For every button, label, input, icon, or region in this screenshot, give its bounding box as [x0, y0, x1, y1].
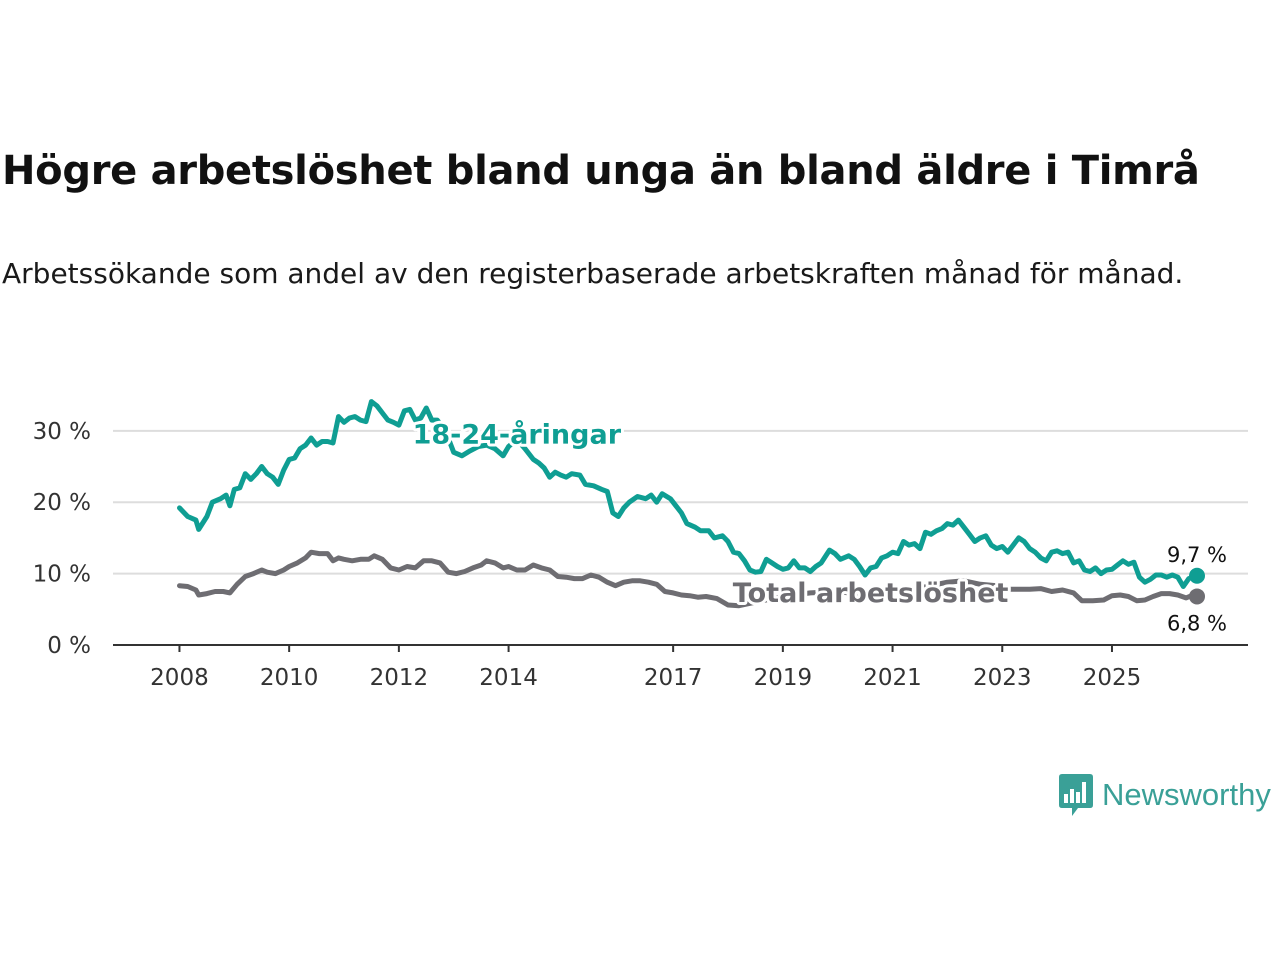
- gridlines: [113, 429, 1248, 575]
- series-name-label-total: Total arbetslöshet: [733, 578, 1009, 609]
- x-tick-label: 2017: [644, 665, 703, 691]
- x-tick-label: 2019: [754, 665, 813, 691]
- newsworthy-logo-text: Newsworthy: [1102, 777, 1271, 812]
- y-tick-label: 0 %: [47, 633, 91, 659]
- chart-title: Högre arbetslöshet bland unga än bland ä…: [2, 148, 1200, 194]
- line-chart: 0 % 10 % 20 % 30 % 2008 2010 2012 2014 2017 2019…: [33, 399, 1248, 691]
- end-point-total: [1189, 588, 1205, 605]
- x-tick-label: 2025: [1083, 665, 1142, 691]
- x-tick-label: 2012: [370, 665, 429, 691]
- end-value-label-youth: 9,7 %: [1167, 543, 1227, 567]
- y-tick-label: 20 %: [33, 490, 91, 516]
- newsworthy-logo: Newsworthy: [1058, 772, 1271, 818]
- y-tick-label: 10 %: [33, 562, 91, 588]
- x-tick-label: 2021: [863, 665, 922, 691]
- series-lines: [177, 399, 1205, 609]
- end-point-youth: [1189, 567, 1205, 584]
- series-labels: 9,7 % 6,8 % 18-24-åringar Total arbetslöshe…: [410, 416, 1227, 636]
- x-tick-label: 2023: [973, 665, 1032, 691]
- x-tick-label: 2008: [150, 665, 209, 691]
- x-tick-label: 2010: [260, 665, 319, 691]
- chart-subtitle: Arbetssökande som andel av den registerb…: [2, 257, 1184, 290]
- newsworthy-logo-icon: [1059, 774, 1093, 816]
- x-tick-label: 2014: [479, 665, 538, 691]
- y-tick-label: 30 %: [33, 419, 91, 445]
- series-line-youth: [177, 399, 1200, 589]
- series-line-total: [177, 549, 1200, 609]
- y-axis-ticks: 0 % 10 % 20 % 30 %: [33, 419, 91, 659]
- end-value-label-total: 6,8 %: [1167, 611, 1227, 635]
- series-name-label-youth: 18-24-åringar: [413, 419, 622, 451]
- x-axis: 2008 2010 2012 2014 2017 2019 2021 2023 2025: [113, 644, 1248, 691]
